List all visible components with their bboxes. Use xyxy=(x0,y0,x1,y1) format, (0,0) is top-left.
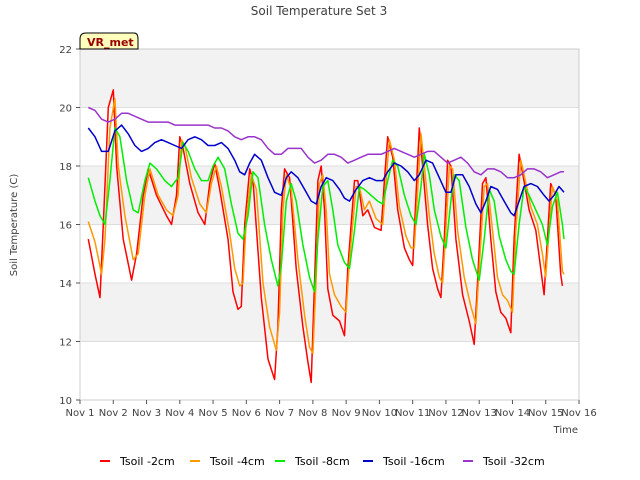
y-axis: 10 12 14 16 18 20 22 xyxy=(59,45,80,407)
grid-band xyxy=(80,107,579,166)
legend-label-tsoil-2cm: Tsoil -2cm xyxy=(119,455,175,468)
grid-band xyxy=(80,49,579,108)
x-tick-label: Nov 2 xyxy=(99,408,128,419)
y-tick-label: 10 xyxy=(59,396,72,407)
x-axis-label: Time xyxy=(553,425,578,436)
series-layer xyxy=(87,89,565,384)
legend-label-tsoil-16cm: Tsoil -16cm xyxy=(382,455,445,468)
x-tick-label: Nov 8 xyxy=(298,408,327,419)
legend-label-tsoil-32cm: Tsoil -32cm xyxy=(482,455,545,468)
y-axis-label: Soil Temperature (C) xyxy=(9,174,20,277)
legend-label-tsoil-8cm: Tsoil -8cm xyxy=(294,455,350,468)
x-tick-label: Nov 6 xyxy=(232,408,261,419)
x-tick-label: Nov 9 xyxy=(332,408,361,419)
badge-label: VR_met xyxy=(87,36,134,49)
y-tick-label: 22 xyxy=(59,45,72,56)
x-tick-label: Nov 3 xyxy=(132,408,161,419)
series-line-tsoil-32cm xyxy=(88,106,564,179)
x-tick-label: Nov 7 xyxy=(265,408,294,419)
x-tick-label: Nov 1 xyxy=(65,408,94,419)
grid-band xyxy=(80,341,579,400)
chart-title: Soil Temperature Set 3 xyxy=(251,4,387,18)
x-tick-label: Nov 13 xyxy=(461,408,496,419)
series-line-tsoil-16cm xyxy=(87,124,565,217)
legend-label-tsoil-4cm: Tsoil -4cm xyxy=(209,455,265,468)
x-tick-label: Nov 15 xyxy=(528,408,563,419)
x-tick-label: Nov 14 xyxy=(495,408,530,419)
vr-met-badge: VR_met xyxy=(79,32,139,50)
y-tick-label: 20 xyxy=(59,104,72,115)
series-line-tsoil-2cm xyxy=(87,89,564,384)
y-tick-label: 16 xyxy=(59,221,72,232)
y-tick-label: 12 xyxy=(59,338,72,349)
x-tick-label: Nov 10 xyxy=(362,408,397,419)
y-tick-label: 18 xyxy=(59,162,72,173)
y-tick-label: 14 xyxy=(59,279,72,290)
x-tick-label: Nov 5 xyxy=(199,408,228,419)
x-tick-label: Nov 11 xyxy=(395,408,430,419)
series-line-tsoil-8cm xyxy=(87,127,565,293)
x-tick-label: Nov 16 xyxy=(561,408,596,419)
x-tick-label: Nov 4 xyxy=(165,408,194,419)
x-tick-label: Nov 12 xyxy=(428,408,463,419)
grid-band xyxy=(80,283,579,342)
x-axis: Nov 1 Nov 2 Nov 3 Nov 4 Nov 5 Nov 6 Nov 7 Nov 8… xyxy=(65,400,597,419)
series-line-tsoil-4cm xyxy=(87,97,565,354)
legend: Tsoil -2cm Tsoil -4cm Tsoil -8cm Tsoil -16c… xyxy=(100,455,545,468)
